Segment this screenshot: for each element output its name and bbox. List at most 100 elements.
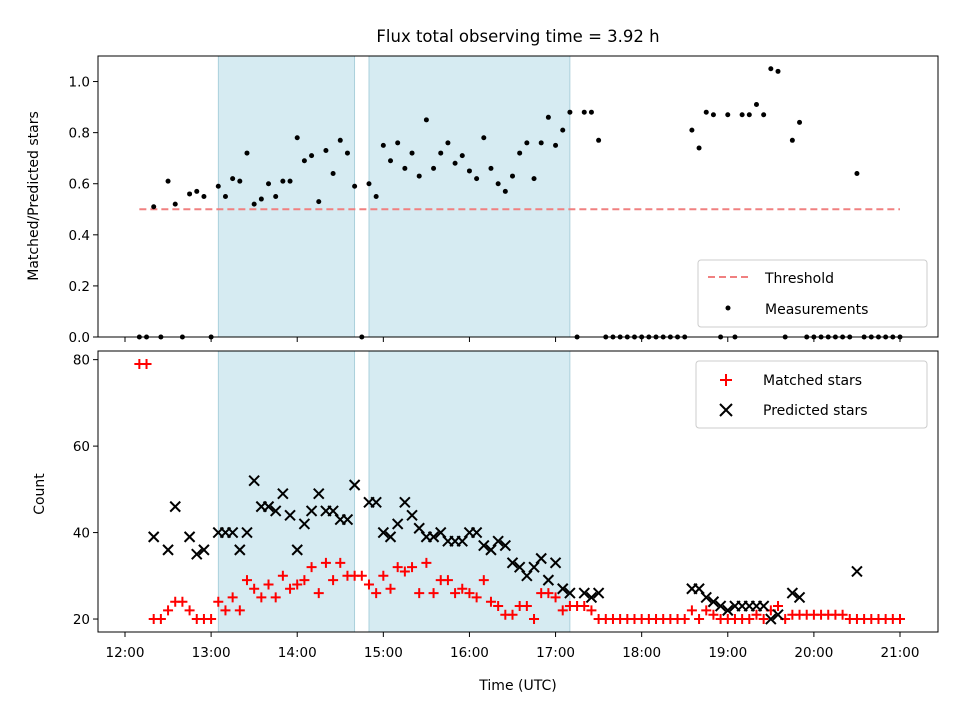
measurement-point	[344, 150, 350, 156]
measurement-point	[388, 158, 394, 164]
matched-star-marker	[285, 583, 296, 594]
ratio-panel: Flux total observing time = 3.92 h Match…	[26, 27, 939, 346]
measurement-point	[545, 114, 551, 120]
matched-star-marker	[529, 614, 540, 625]
predicted-star-marker	[506, 557, 519, 569]
chart-title: Flux total observing time = 3.92 h	[376, 27, 659, 46]
predicted-star-marker	[277, 487, 289, 500]
matched-star-marker	[485, 596, 496, 607]
measurement-point	[151, 204, 157, 210]
predicted-star-marker	[564, 587, 576, 599]
measurement-point	[502, 188, 508, 194]
measurement-point	[538, 140, 544, 146]
predicted-star-marker	[700, 591, 712, 604]
measurement-point	[445, 140, 451, 146]
measurement-point	[323, 148, 329, 154]
legend-matched-swatch	[720, 374, 732, 386]
matched-star-marker	[694, 614, 705, 625]
ratio-legend-box	[697, 259, 928, 328]
predicted-star-marker	[478, 539, 490, 552]
predicted-star-marker	[162, 544, 174, 556]
measurement-point	[316, 199, 322, 205]
predicted-star-marker	[248, 474, 260, 487]
predicted-star-marker	[470, 526, 483, 539]
predicted-star-marker	[284, 509, 296, 521]
measurement-point	[172, 201, 178, 207]
matched-star-marker	[227, 592, 238, 603]
predicted-star-marker	[191, 548, 203, 560]
x-tick-label: 17:00	[536, 645, 575, 661]
matched-star-marker	[457, 583, 468, 594]
measurement-point	[768, 66, 774, 72]
x-axis-label: Time (UTC)	[478, 678, 556, 694]
measurement-point	[215, 183, 221, 189]
predicted-star-marker	[578, 587, 590, 599]
measurement-point	[703, 109, 709, 115]
measurement-point	[352, 183, 358, 189]
matched-star-marker	[478, 575, 489, 586]
predicted-star-marker	[549, 557, 562, 569]
measurement-point	[789, 137, 795, 143]
matched-star-marker	[141, 358, 152, 369]
x-tick-label: 14:00	[278, 645, 317, 661]
matched-star-marker	[557, 605, 568, 616]
measurement-point	[194, 188, 200, 194]
measurement-point	[165, 178, 171, 184]
count-panel: Count Time (UTC) 20 40 60 80 12:00 13:00 14:0…	[32, 350, 939, 694]
predicted-star-marker	[714, 600, 727, 612]
matched-star-marker	[313, 588, 324, 599]
measurement-point	[524, 140, 530, 146]
predicted-star-marker	[765, 613, 777, 625]
measurement-point	[488, 165, 494, 171]
x-axis: 12:00 13:00 14:00 15:00 16:00 17:00 18:00 19:00…	[106, 632, 919, 661]
predicted-star-marker	[370, 496, 382, 509]
measurement-point	[294, 135, 300, 141]
count-y-tick-label: 20	[73, 612, 90, 628]
matched-star-marker	[579, 601, 590, 612]
measurement-point	[330, 171, 336, 177]
predicted-star-marker	[391, 518, 404, 530]
predicted-stars-points	[147, 474, 863, 625]
matched-star-marker	[385, 583, 396, 594]
predicted-star-marker	[269, 505, 282, 517]
predicted-star-marker	[851, 565, 863, 578]
measurement-point	[753, 102, 759, 108]
matched-star-marker	[371, 588, 382, 599]
predicted-star-marker	[406, 509, 418, 521]
predicted-star-marker	[542, 574, 555, 586]
matched-star-marker	[493, 601, 504, 612]
measurement-point	[466, 168, 472, 174]
predicted-star-marker	[786, 587, 799, 599]
predicted-star-marker	[305, 505, 318, 517]
x-tick-label: 15:00	[364, 645, 403, 661]
measurement-point	[409, 150, 415, 156]
measurement-point	[553, 142, 559, 148]
measurement-point	[244, 150, 250, 156]
matched-star-marker	[586, 605, 597, 616]
measurement-point	[373, 194, 379, 199]
predicted-star-marker	[413, 522, 425, 534]
predicted-star-marker	[513, 561, 526, 573]
predicted-star-marker	[291, 544, 303, 556]
measurement-point	[459, 153, 465, 159]
predicted-star-marker	[241, 526, 253, 539]
measurement-point	[481, 135, 487, 141]
measurement-point	[710, 112, 716, 118]
matched-star-marker	[155, 614, 166, 625]
measurement-point	[201, 194, 207, 199]
legend-threshold-label: Threshold	[764, 271, 834, 287]
matched-star-marker	[421, 557, 432, 568]
measurement-point	[761, 112, 767, 118]
measurement-point	[380, 142, 386, 148]
matched-star-marker	[550, 592, 561, 603]
matched-star-marker	[414, 588, 425, 599]
matched-star-marker	[464, 588, 475, 599]
count-plot-frame	[97, 350, 939, 633]
matched-star-marker	[234, 605, 245, 616]
ratio-legend: Threshold Measurements	[697, 259, 928, 328]
measurement-point	[517, 150, 523, 156]
matched-star-marker	[184, 605, 195, 616]
matched-star-marker	[744, 614, 755, 625]
measurement-point	[438, 150, 444, 156]
